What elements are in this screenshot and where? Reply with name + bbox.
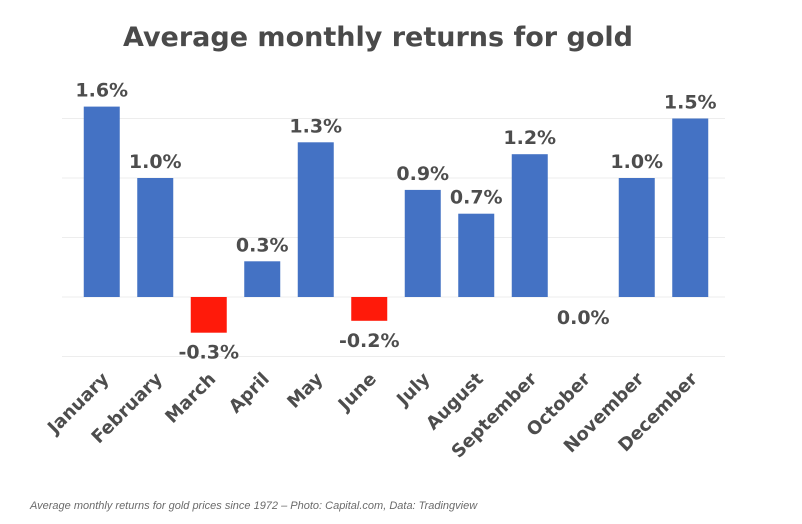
value-label-october: 0.0% [557, 307, 610, 329]
photo-caption: Average monthly returns for gold prices … [30, 500, 478, 512]
tick-label-july: July [392, 369, 435, 412]
tick-label-may: May [283, 369, 327, 413]
value-labels: 1.6% 1.0% -0.3% 0.3% 1.3% -0.2% 0.9%0.7% 1.2% 0.… [75, 80, 716, 364]
value-label-april: 0.3% [236, 234, 289, 256]
bar-july [404, 189, 441, 297]
value-label-june: -0.2% [339, 330, 400, 352]
bars [83, 106, 709, 333]
bar-april [244, 261, 281, 297]
bar-december [672, 118, 709, 297]
bar-november [618, 178, 655, 297]
value-label-may: 1.3% [289, 115, 342, 137]
bar-january [83, 106, 120, 297]
bar-august [458, 213, 495, 297]
bar-march [190, 297, 227, 333]
tick-label-june: June [333, 369, 381, 417]
bar-june [351, 297, 388, 321]
value-label-july: 0.9% [396, 163, 449, 185]
tick-label-march: March [161, 369, 220, 428]
bar-chart: 1.6% 1.0% -0.3% 0.3% 1.3% -0.2% 0.9%0.7% 1.2% 0.… [42, 80, 725, 462]
bar-february [137, 178, 174, 297]
tick-label-april: April [225, 369, 274, 418]
value-label-november: 1.0% [610, 151, 663, 173]
value-label-february: 1.0% [129, 151, 182, 173]
value-label-january: 1.6% [75, 80, 128, 102]
value-label-december: 1.5% [664, 92, 717, 114]
value-label-september: 1.2% [503, 127, 556, 149]
bar-may [297, 142, 334, 297]
value-label-august: 0.7% [450, 187, 503, 209]
bar-september [511, 154, 548, 297]
value-label-march: -0.3% [178, 342, 239, 364]
chart-title: Average monthly returns for gold [123, 22, 633, 53]
